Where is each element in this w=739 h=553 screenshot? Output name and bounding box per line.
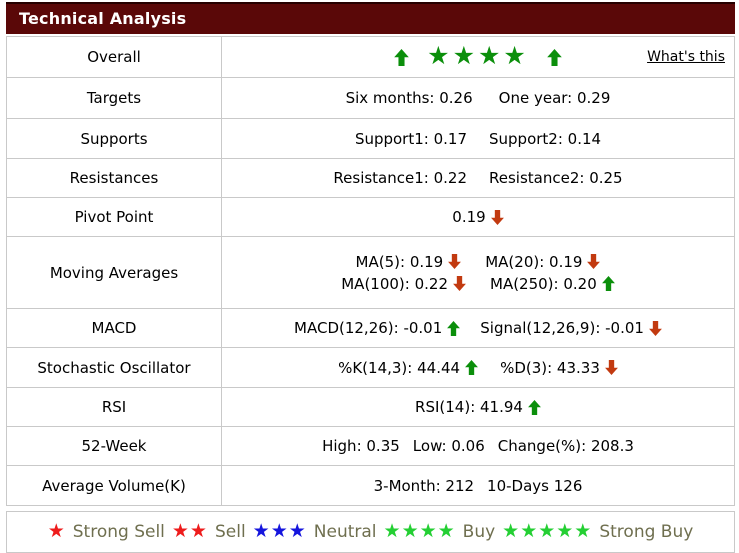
k-text: %K(14,3): 44.44 bbox=[338, 358, 461, 377]
sell-stars-icon: ★★ bbox=[171, 519, 208, 542]
targets-value: Six months: 0.26 One year: 0.29 bbox=[222, 78, 734, 118]
rsi-value: RSI(14): 41.94 bbox=[222, 388, 734, 426]
strong-sell-stars-icon: ★ bbox=[47, 519, 66, 542]
volume-label: Average Volume(K) bbox=[7, 466, 222, 505]
targets-label: Targets bbox=[7, 78, 222, 118]
rsi-text: RSI(14): 41.94 bbox=[415, 398, 523, 416]
moving-averages-value: MA(5): 0.19 MA(20): 0.19 MA(100): 0.22 bbox=[222, 237, 734, 308]
supports-value: Support1: 0.17 Support2: 0.14 bbox=[222, 119, 734, 158]
row-rsi: RSI RSI(14): 41.94 bbox=[7, 388, 734, 427]
row-resistances: Resistances Resistance1: 0.22 Resistance… bbox=[7, 159, 734, 198]
strong-buy-stars-icon: ★★★★★ bbox=[502, 519, 593, 542]
panel-header: Technical Analysis bbox=[6, 2, 735, 34]
neutral-stars-icon: ★★★ bbox=[252, 519, 307, 542]
one-year-target: One year: 0.29 bbox=[498, 89, 611, 107]
row-average-volume: Average Volume(K) 3-Month: 212 10-Days 1… bbox=[7, 466, 734, 505]
resistance1: Resistance1: 0.22 bbox=[333, 169, 467, 187]
down-arrow-icon bbox=[604, 360, 618, 375]
row-stochastic: Stochastic Oscillator %K(14,3): 44.44 %D… bbox=[7, 348, 734, 388]
week52-label: 52-Week bbox=[7, 427, 222, 465]
volume-3-month: 3-Month: 212 bbox=[373, 476, 475, 495]
resistances-label: Resistances bbox=[7, 159, 222, 197]
macd-line: MACD(12,26): -0.01 bbox=[294, 319, 461, 337]
ma250-text: MA(250): 0.20 bbox=[490, 274, 597, 293]
six-months-target: Six months: 0.26 bbox=[345, 89, 473, 107]
neutral-label: Neutral bbox=[313, 522, 377, 542]
resistance2: Resistance2: 0.25 bbox=[489, 169, 623, 187]
analysis-table: Overall ★★★★ What's this Targets Six mon… bbox=[6, 36, 735, 506]
buy-stars-icon: ★★★★ bbox=[383, 519, 456, 542]
stochastic-label: Stochastic Oscillator bbox=[7, 348, 222, 387]
up-arrow-icon bbox=[447, 320, 461, 336]
week52-low: Low: 0.06 bbox=[412, 437, 485, 455]
stochastic-k: %K(14,3): 44.44 bbox=[338, 359, 478, 377]
macd-value: MACD(12,26): -0.01 Signal(12,26,9): -0.0… bbox=[222, 309, 734, 347]
support1: Support1: 0.17 bbox=[354, 129, 467, 148]
week52-high: High: 0.35 bbox=[322, 437, 400, 455]
ma5-text: MA(5): 0.19 bbox=[355, 252, 444, 271]
ma5: MA(5): 0.19 bbox=[356, 253, 462, 271]
row-pivot-point: Pivot Point 0.19 bbox=[7, 198, 734, 237]
down-arrow-icon bbox=[649, 320, 662, 336]
ma20-text: MA(20): 0.19 bbox=[485, 252, 583, 271]
overall-star-rating: ★★★★ bbox=[427, 40, 529, 70]
up-arrow-icon bbox=[465, 360, 478, 375]
row-overall: Overall ★★★★ What's this bbox=[7, 37, 734, 78]
pivot-value: 0.19 bbox=[222, 198, 734, 236]
panel-title: Technical Analysis bbox=[19, 9, 187, 28]
overall-value: ★★★★ What's this bbox=[222, 37, 734, 77]
up-arrow-icon bbox=[528, 399, 541, 415]
ma20: MA(20): 0.19 bbox=[485, 252, 601, 271]
stochastic-value: %K(14,3): 44.44 %D(3): 43.33 bbox=[222, 348, 734, 387]
up-arrow-icon bbox=[547, 48, 562, 66]
sell-label: Sell bbox=[214, 522, 246, 542]
pivot-text: 0.19 bbox=[452, 208, 486, 226]
d-text: %D(3): 43.33 bbox=[500, 358, 600, 377]
row-52-week: 52-Week High: 0.35 Low: 0.06 Change(%): … bbox=[7, 427, 734, 466]
strong-buy-label: Strong Buy bbox=[599, 522, 694, 542]
row-targets: Targets Six months: 0.26 One year: 0.29 bbox=[7, 78, 734, 119]
macd-signal: Signal(12,26,9): -0.01 bbox=[480, 319, 662, 337]
technical-analysis-panel: Technical Analysis Overall ★★★★ What's t… bbox=[6, 2, 735, 553]
down-arrow-icon bbox=[448, 254, 462, 269]
volume-10-days: 10-Days 126 bbox=[487, 476, 583, 495]
buy-label: Buy bbox=[462, 522, 496, 542]
signal-text: Signal(12,26,9): -0.01 bbox=[480, 319, 644, 337]
row-macd: MACD MACD(12,26): -0.01 Signal(12,26,9):… bbox=[7, 309, 734, 348]
row-supports: Supports Support1: 0.17 Support2: 0.14 bbox=[7, 119, 734, 159]
down-arrow-icon bbox=[453, 276, 466, 291]
stochastic-d: %D(3): 43.33 bbox=[500, 359, 618, 377]
up-arrow-icon bbox=[394, 48, 409, 66]
down-arrow-icon bbox=[490, 209, 504, 225]
row-moving-averages: Moving Averages MA(5): 0.19 MA(20): 0.19 bbox=[7, 237, 734, 309]
whats-this-link[interactable]: What's this bbox=[647, 49, 725, 65]
pivot-label: Pivot Point bbox=[7, 198, 222, 236]
week52-value: High: 0.35 Low: 0.06 Change(%): 208.3 bbox=[222, 427, 734, 465]
macd-text: MACD(12,26): -0.01 bbox=[294, 319, 443, 337]
ma250: MA(250): 0.20 bbox=[490, 275, 615, 293]
pivot-number: 0.19 bbox=[452, 208, 504, 226]
overall-label: Overall bbox=[7, 37, 222, 77]
ma100-text: MA(100): 0.22 bbox=[341, 274, 448, 293]
macd-label: MACD bbox=[7, 309, 222, 347]
strong-sell-label: Strong Sell bbox=[72, 522, 165, 542]
down-arrow-icon bbox=[587, 254, 601, 269]
resistances-value: Resistance1: 0.22 Resistance2: 0.25 bbox=[222, 159, 734, 197]
rsi-reading: RSI(14): 41.94 bbox=[415, 398, 541, 416]
moving-averages-label: Moving Averages bbox=[7, 237, 222, 308]
volume-value: 3-Month: 212 10-Days 126 bbox=[222, 466, 734, 505]
supports-label: Supports bbox=[7, 119, 222, 158]
ma100: MA(100): 0.22 bbox=[341, 275, 466, 293]
week52-change: Change(%): 208.3 bbox=[497, 437, 634, 455]
up-arrow-icon bbox=[601, 276, 615, 291]
support2: Support2: 0.14 bbox=[489, 129, 602, 148]
rating-legend: ★ Strong Sell ★★ Sell ★★★ Neutral ★★★★ B… bbox=[6, 511, 735, 553]
rsi-label: RSI bbox=[7, 388, 222, 426]
